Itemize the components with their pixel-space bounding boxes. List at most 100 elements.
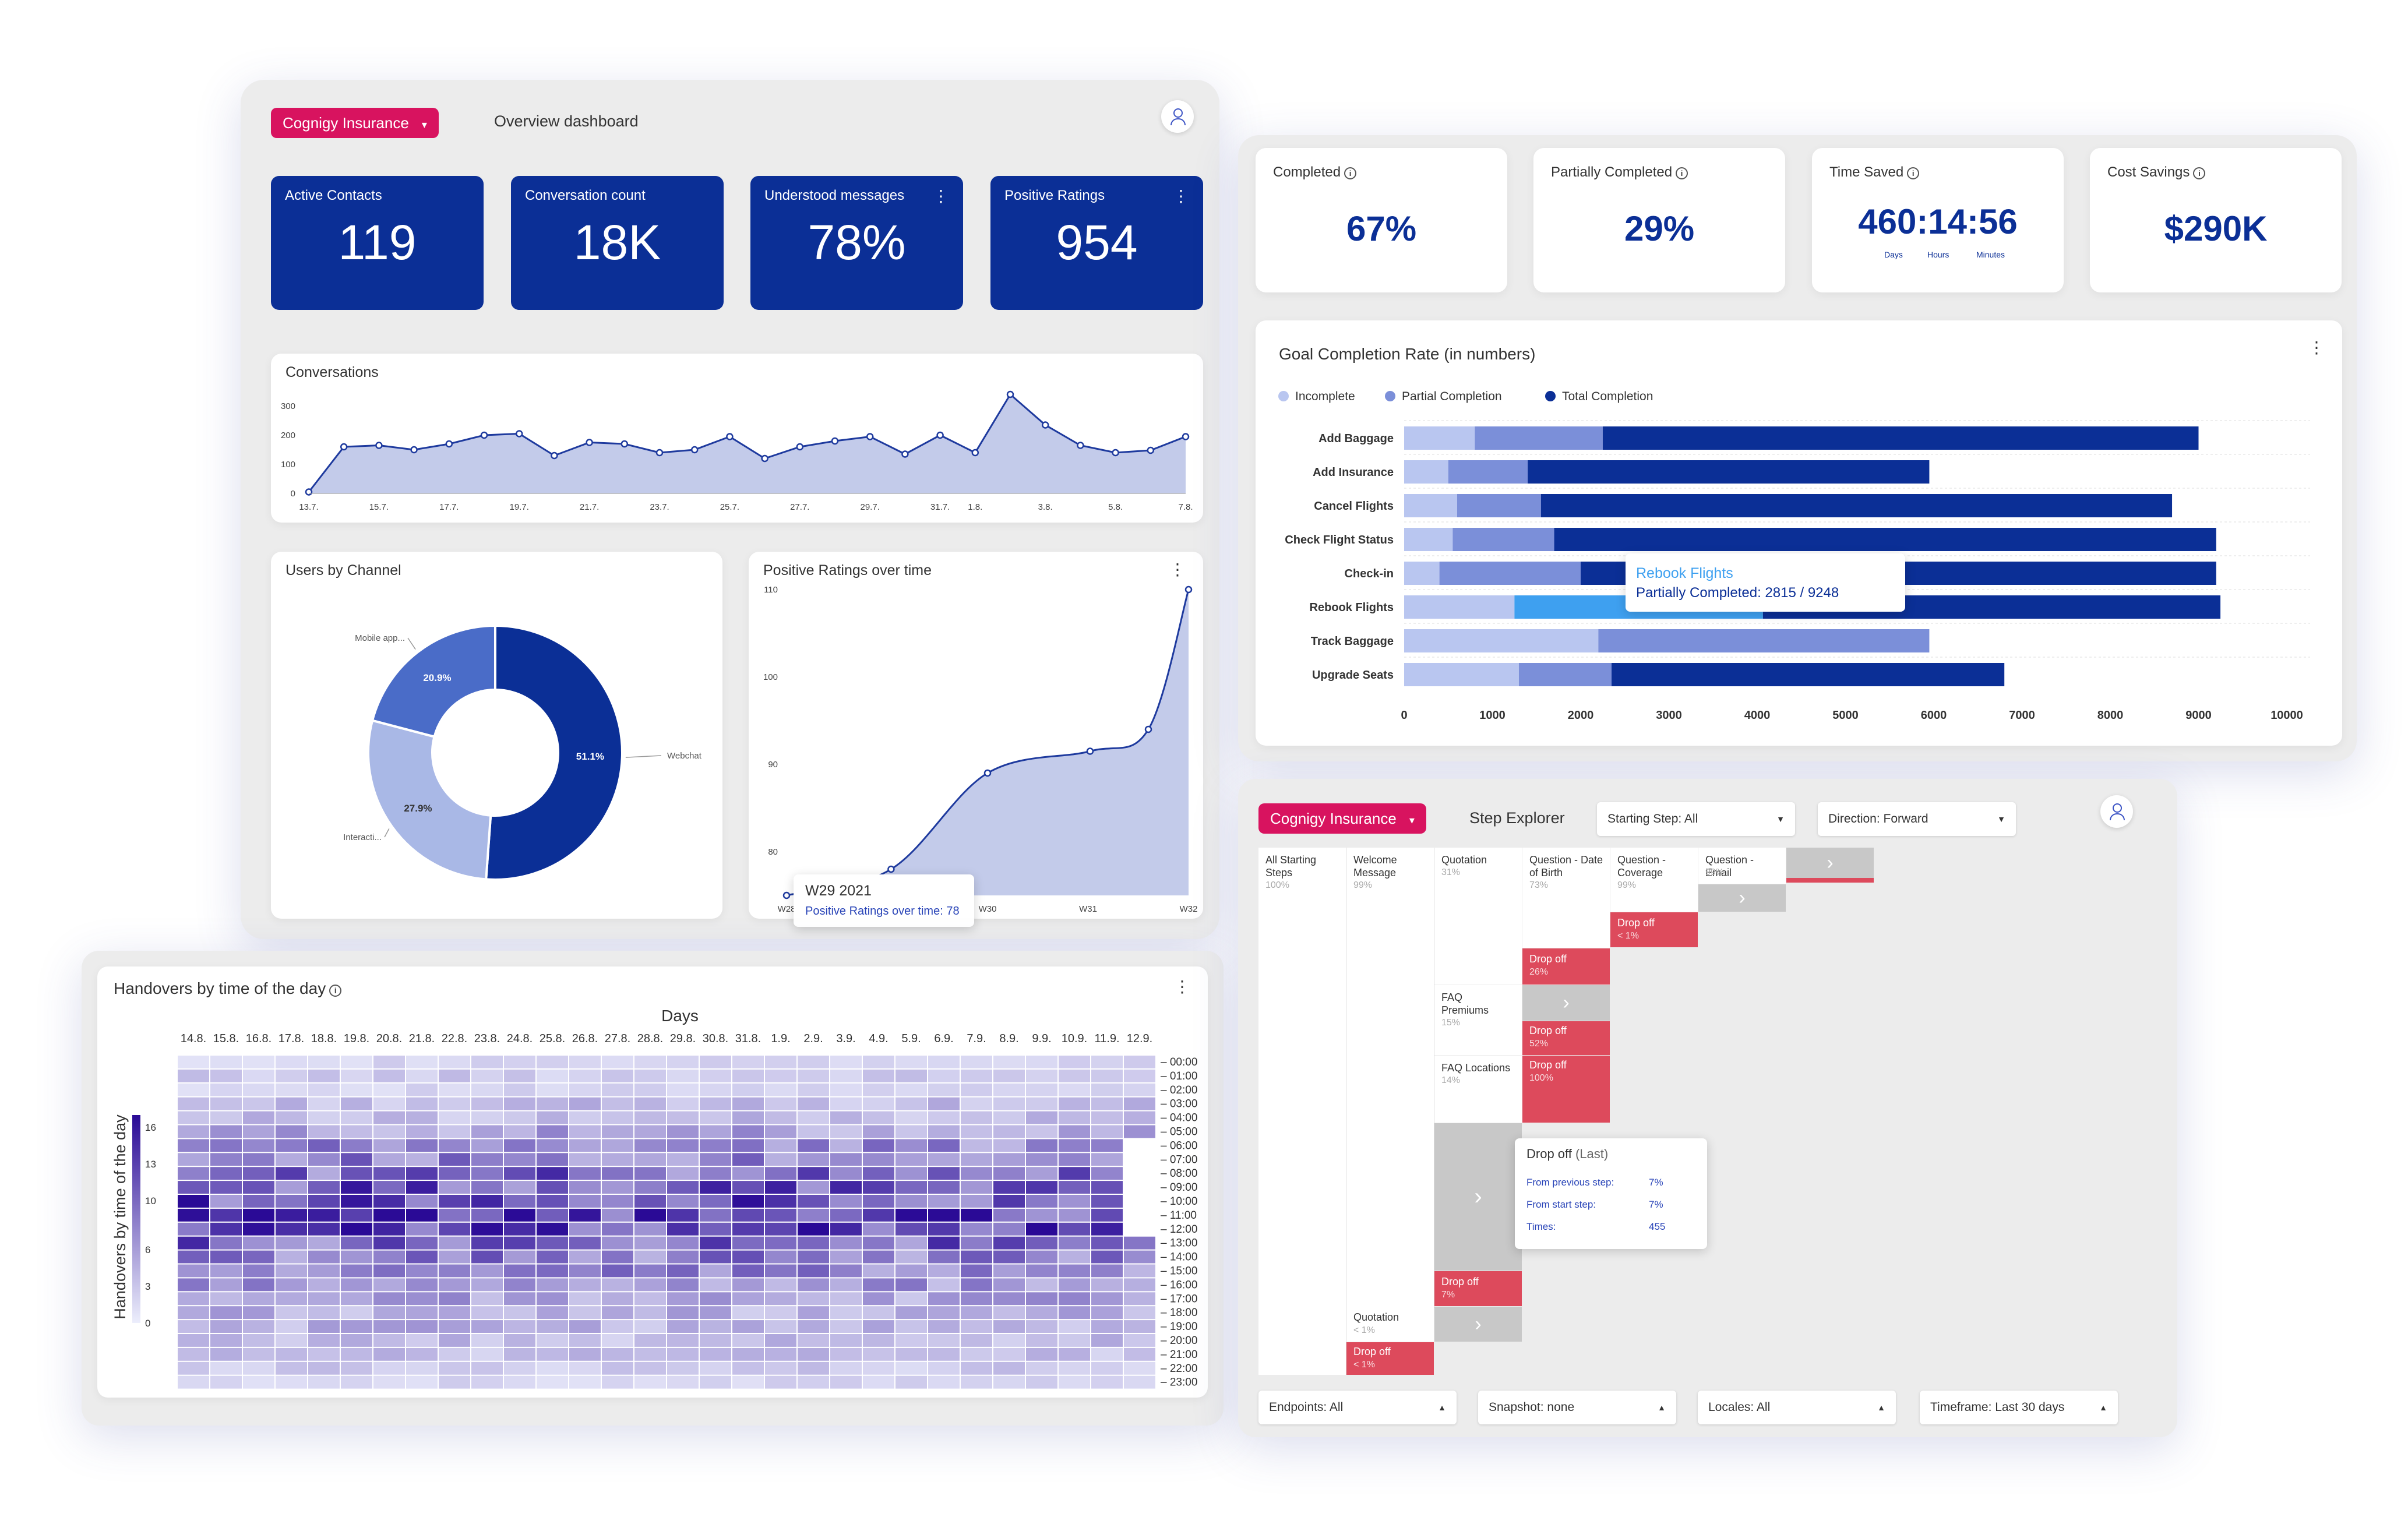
heatmap-cell [602,1222,633,1236]
heatmap-cell [504,1320,535,1333]
data-point [1184,585,1193,594]
kpi-positive-ratings[interactable]: Positive Ratings ⋮ 954 [990,176,1203,310]
step-column-date-of-birth[interactable]: Question - Date of Birth 73% [1522,848,1610,948]
endpoints-dropdown[interactable]: Endpoints: All ▲ [1258,1391,1457,1424]
heatmap-cell [928,1069,960,1082]
kpi-active-contacts[interactable]: Active Contacts 119 [271,176,484,310]
dropoff-faq-premiums[interactable]: Drop off 52% [1522,1021,1610,1055]
data-point [1182,433,1190,440]
y-tick-label: 90 [768,760,778,770]
y-tick-label: – 15:00 [1161,1265,1197,1277]
dropoff-quotation[interactable]: Drop off 7% [1434,1271,1522,1306]
tooltip-detail: Partially Completed: 2815 / 9248 [1636,585,1839,601]
step-quotation-late[interactable]: Quotation < 1% [1346,1308,1434,1342]
step-column-email[interactable]: Question - Email 99% [1698,848,1786,884]
heatmap-cell [700,1306,731,1320]
continue-block[interactable]: › [1522,985,1610,1021]
dropoff-welcome[interactable]: Drop off < 1% [1346,1342,1434,1375]
continue-block[interactable]: › [1434,1307,1522,1342]
info-icon[interactable]: i [1344,167,1357,179]
kebab-menu-icon[interactable]: ⋮ [1169,560,1186,578]
brand-dropdown[interactable]: Cognigy Insurance ▾ [271,108,439,138]
info-icon[interactable]: i [1907,167,1920,179]
data-point [655,449,664,457]
x-tick-label: 20.8. [376,1032,402,1045]
x-tick-label: 28.8. [637,1032,663,1045]
step-column-coverage[interactable]: Question - Coverage 99% [1610,848,1698,912]
continue-block[interactable]: › [1786,848,1874,883]
x-tick-label: 9.9. [1032,1032,1051,1045]
continue-block[interactable]: › [1698,884,1786,912]
step-faq-locations[interactable]: FAQ Locations 14% [1434,1056,1522,1123]
info-icon[interactable]: i [2193,167,2206,179]
dropoff-label: Drop off [1529,1059,1567,1071]
heatmap-cell [1124,1167,1155,1180]
heatmap-cell [276,1264,307,1278]
heatmap-cell [373,1167,405,1180]
overview-dashboard-panel: Cognigy Insurance ▾ Overview dashboard Ac… [241,80,1219,939]
category-label: Check-in [1345,567,1394,580]
user-avatar-icon[interactable] [1161,100,1194,133]
heatmap-cell [1059,1375,1090,1389]
data-point [971,449,979,457]
heatmap-cell [700,1181,731,1194]
kebab-menu-icon[interactable]: ⋮ [933,187,949,205]
heatmap-cell [798,1278,829,1292]
data-point [936,431,944,439]
locales-dropdown[interactable]: Locales: All ▲ [1698,1391,1896,1424]
info-icon[interactable]: i [1676,167,1688,179]
kebab-menu-icon[interactable]: ⋮ [2308,338,2325,357]
step-column-welcome-message[interactable]: Welcome Message 99% [1346,848,1434,1308]
colorbar-tick-label: 16 [145,1122,156,1133]
dropoff-faq-locations[interactable]: Drop off 100% [1522,1056,1610,1123]
starting-step-dropdown[interactable]: Starting Step: All ▼ [1597,802,1795,836]
kpi-understood-messages[interactable]: Understood messages ⋮ 78% [750,176,963,310]
kebab-menu-icon[interactable]: ⋮ [1173,187,1189,205]
step-column-quotation[interactable]: Quotation 31% [1434,848,1522,985]
heatmap-cell [667,1083,699,1096]
heatmap-cell [537,1347,568,1361]
heatmap-cell [1026,1222,1057,1236]
heatmap-cell [569,1375,601,1389]
heatmap-cell [1026,1306,1057,1320]
heatmap-cell [1124,1375,1155,1389]
heatmap-cell [243,1083,274,1096]
category-label: Upgrade Seats [1312,669,1394,682]
heatmap-cell [569,1208,601,1222]
heatmap-cell [243,1208,274,1222]
heatmap-cell [1124,1153,1155,1166]
heatmap-cell [765,1181,796,1194]
user-avatar-icon[interactable] [2100,795,2133,828]
heatmap-cell [406,1361,438,1375]
heatmap-cell [341,1083,372,1096]
heatmap-cell [830,1125,862,1138]
step-column-all-starting-steps[interactable]: All Starting Steps 100% [1258,848,1346,1375]
stat-title: Time Saved i [1829,164,1920,181]
step-pct: < 1% [1353,1325,1375,1335]
snapshot-dropdown[interactable]: Snapshot: none ▲ [1478,1391,1676,1424]
heatmap-cell [798,1181,829,1194]
stat-card-time-saved: Time Saved i 460:14:56 Days Hours Minutes [1812,148,2064,292]
heatmap-cell [243,1347,274,1361]
data-point [782,891,791,899]
heatmap-cell [895,1167,927,1180]
dropoff-date-of-birth[interactable]: Drop off 26% [1522,948,1610,985]
heatmap-cell [961,1347,992,1361]
heatmap-cell [178,1097,209,1110]
brand-dropdown[interactable]: Cognigy Insurance ▾ [1258,803,1426,834]
heatmap-cell [276,1097,307,1110]
slice-leader-line [407,637,416,650]
direction-dropdown[interactable]: Direction: Forward ▼ [1818,802,2016,836]
kpi-value: 954 [1056,215,1138,270]
kpi-conversation-count[interactable]: Conversation count 18K [511,176,724,310]
step-faq-premiums[interactable]: FAQ Premiums 15% [1434,985,1522,1055]
continue-block[interactable]: › [1434,1123,1522,1271]
timeframe-dropdown[interactable]: Timeframe: Last 30 days ▲ [1920,1391,2118,1424]
heatmap-cell [406,1278,438,1292]
heatmap-cell [537,1069,568,1082]
dropoff-coverage[interactable]: Drop off < 1% [1610,912,1698,947]
step-pct: 99% [1705,867,1725,877]
info-icon[interactable]: i [329,985,342,997]
heatmap-cell [928,1139,960,1152]
kebab-menu-icon[interactable]: ⋮ [1174,978,1190,996]
